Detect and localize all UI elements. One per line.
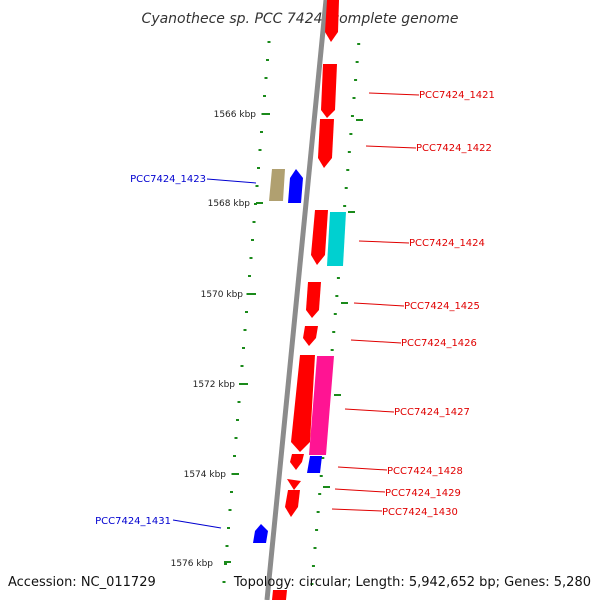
gene-pcc7424-1430[interactable] bbox=[285, 490, 300, 517]
callout-lines bbox=[172, 92, 420, 529]
kbp-label: 1572 kbp bbox=[193, 380, 236, 390]
forward-strand-genes bbox=[272, 0, 346, 600]
outer-major-ticks bbox=[323, 119, 363, 488]
gene-pcc7424-1427[interactable] bbox=[291, 355, 315, 452]
gene-pcc7424-1428[interactable] bbox=[290, 454, 304, 470]
inner-tick-rail bbox=[222, 41, 271, 583]
gene-pcc7424-1422[interactable] bbox=[318, 119, 334, 168]
kbp-label: 1576 kbp bbox=[171, 559, 214, 569]
gene-label[interactable]: PCC7424_1421 bbox=[419, 90, 495, 101]
map-title: Cyanothece sp. PCC 7424, complete genome bbox=[142, 11, 459, 27]
gene-pcc7424-1426[interactable] bbox=[303, 326, 318, 346]
gene-label[interactable]: PCC7424_1429 bbox=[385, 488, 461, 499]
gene-label[interactable]: PCC7424_1425 bbox=[404, 301, 480, 312]
topology-text: Topology: circular; Length: 5,942,652 bp… bbox=[233, 575, 591, 590]
gene-label[interactable]: PCC7424_1430 bbox=[382, 507, 458, 518]
gene-label[interactable]: PCC7424_1423 bbox=[130, 174, 206, 185]
accession-text: Accession: NC_011729 bbox=[8, 575, 156, 590]
gene-pcc7424-1423-blue[interactable] bbox=[288, 169, 303, 203]
gene-pcc7424-1423[interactable] bbox=[269, 169, 285, 201]
kbp-ruler: 1566 kbp 1568 kbp 1570 kbp 1572 kbp 1574… bbox=[171, 110, 270, 569]
kbp-label: 1566 kbp bbox=[214, 110, 257, 120]
gene-pcc7424-1432[interactable] bbox=[272, 590, 287, 600]
gene-labels: PCC7424_1421 PCC7424_1422 PCC7424_1424 P… bbox=[95, 90, 495, 527]
gene-pcc7424-1431[interactable] bbox=[253, 524, 268, 543]
gene-label[interactable]: PCC7424_1424 bbox=[409, 238, 485, 249]
gene-label[interactable]: PCC7424_1422 bbox=[416, 143, 492, 154]
gene-pcc7424-1421[interactable] bbox=[321, 64, 337, 118]
kbp-label: 1568 kbp bbox=[208, 199, 251, 209]
gene-label[interactable]: PCC7424_1431 bbox=[95, 516, 171, 527]
gene-pcc7424-1424[interactable] bbox=[311, 210, 328, 265]
outer-tick-rail bbox=[310, 43, 361, 585]
gene-pcc7424-1427-magenta[interactable] bbox=[309, 356, 334, 455]
kbp-label: 1574 kbp bbox=[184, 470, 227, 480]
reverse-strand-genes bbox=[253, 169, 303, 543]
gene-pcc7424-1420[interactable] bbox=[325, 0, 339, 42]
kbp-label: 1570 kbp bbox=[201, 290, 244, 300]
gene-pcc7424-1425[interactable] bbox=[306, 282, 321, 318]
gene-pcc7424-1429[interactable] bbox=[287, 479, 301, 490]
gene-label[interactable]: PCC7424_1426 bbox=[401, 338, 477, 349]
gene-pcc7424-1428-blue[interactable] bbox=[307, 456, 322, 473]
genome-backbone bbox=[264, 0, 329, 600]
gene-label[interactable]: PCC7424_1428 bbox=[387, 466, 463, 477]
gene-label[interactable]: PCC7424_1427 bbox=[394, 407, 470, 418]
gene-pcc7424-1424-cyan[interactable] bbox=[327, 212, 346, 266]
